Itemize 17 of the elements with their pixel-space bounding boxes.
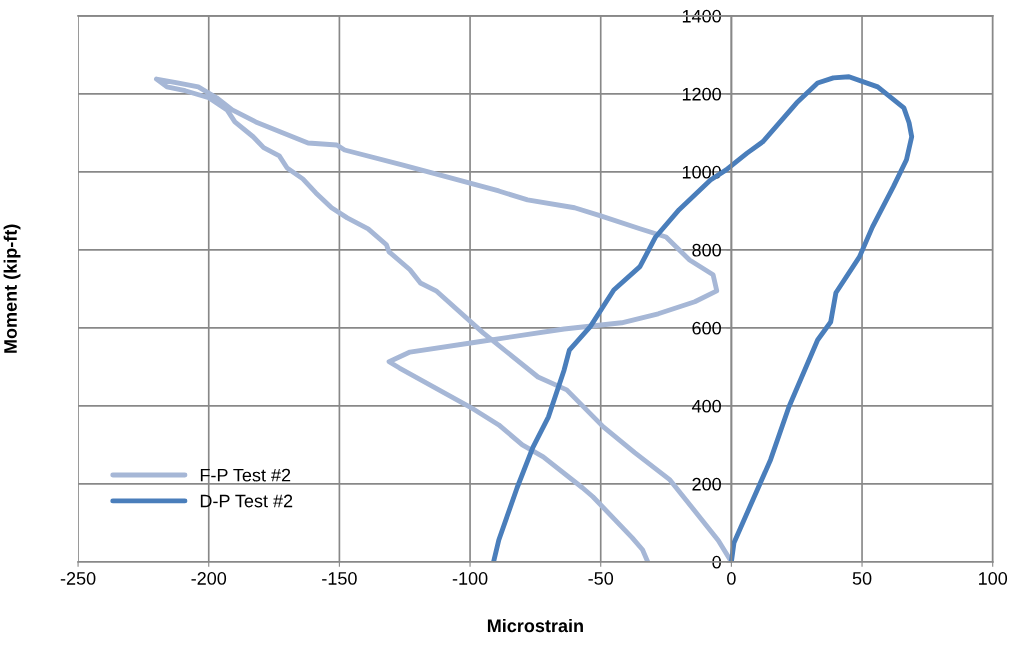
- x-tick-label: -100: [452, 572, 488, 585]
- legend-label: D-P Test #2: [200, 494, 293, 508]
- x-tick-label: 50: [852, 572, 872, 585]
- y-tick-label: 800: [692, 243, 721, 257]
- y-tick-label: 200: [692, 477, 721, 491]
- y-axis-title: Moment (kip-ft): [3, 224, 21, 353]
- x-tick-label: -50: [588, 572, 614, 585]
- x-tick-label: -150: [322, 572, 357, 585]
- x-tick-label: -250: [60, 572, 96, 585]
- y-tick-label: 600: [692, 321, 721, 335]
- x-tick-label: 0: [727, 572, 736, 585]
- x-tick-label: -200: [191, 572, 227, 585]
- y-tick-label: 1200: [682, 87, 721, 101]
- x-tick-label: 100: [979, 572, 1008, 585]
- x-axis-title: Microstrain: [487, 618, 583, 633]
- y-tick-label: 400: [691, 399, 721, 413]
- legend-label: F-P Test #2: [200, 468, 291, 482]
